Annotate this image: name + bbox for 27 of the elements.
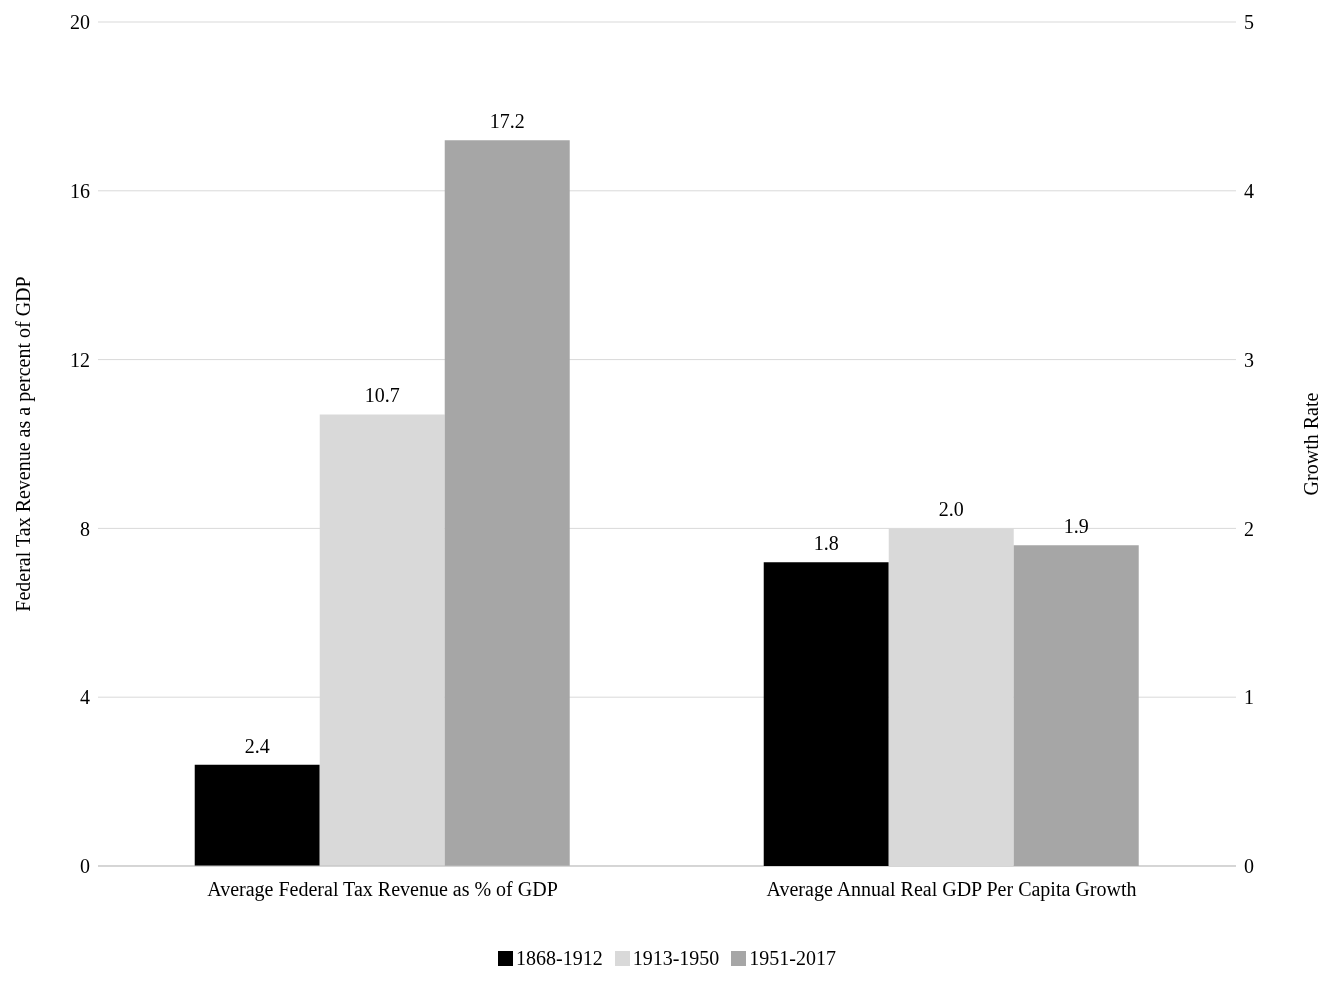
data-label: 1.8: [813, 532, 839, 555]
y-tick-label: 20: [70, 11, 90, 34]
data-label: 2.0: [938, 498, 964, 521]
y2-tick-label: 5: [1244, 11, 1254, 34]
legend-label: 1913-1950: [632, 947, 720, 970]
x-tick-label: Average Annual Real GDP Per Capita Growth: [766, 878, 1137, 902]
y-tick-label: 16: [70, 179, 90, 202]
y2-tick-label: 2: [1244, 517, 1254, 540]
y-tick-label: 4: [80, 686, 90, 709]
x-tick-label: Average Federal Tax Revenue as % of GDP: [207, 878, 558, 902]
legend-label: 1951-2017: [749, 947, 836, 970]
data-label: 10.7: [364, 384, 400, 407]
y2-tick-label: 0: [1244, 855, 1254, 878]
y2-tick-label: 4: [1244, 179, 1254, 202]
data-label: 17.2: [489, 110, 525, 133]
bar: [194, 764, 320, 866]
data-label: 2.4: [244, 734, 270, 757]
bar: [444, 140, 570, 866]
y-tick-label: 8: [80, 517, 90, 540]
y-tick-label: 12: [70, 348, 90, 371]
y2-tick-label: 1: [1244, 686, 1254, 709]
data-label: 1.9: [1063, 515, 1089, 538]
y-tick-label: 0: [80, 855, 90, 878]
y2-tick-label: 3: [1244, 348, 1254, 371]
y2-axis-title: Growth Rate: [1300, 392, 1323, 496]
legend-label: 1868-1912: [515, 947, 603, 970]
y-axis-title: Federal Tax Revenue as a percent of GDP: [12, 276, 36, 612]
